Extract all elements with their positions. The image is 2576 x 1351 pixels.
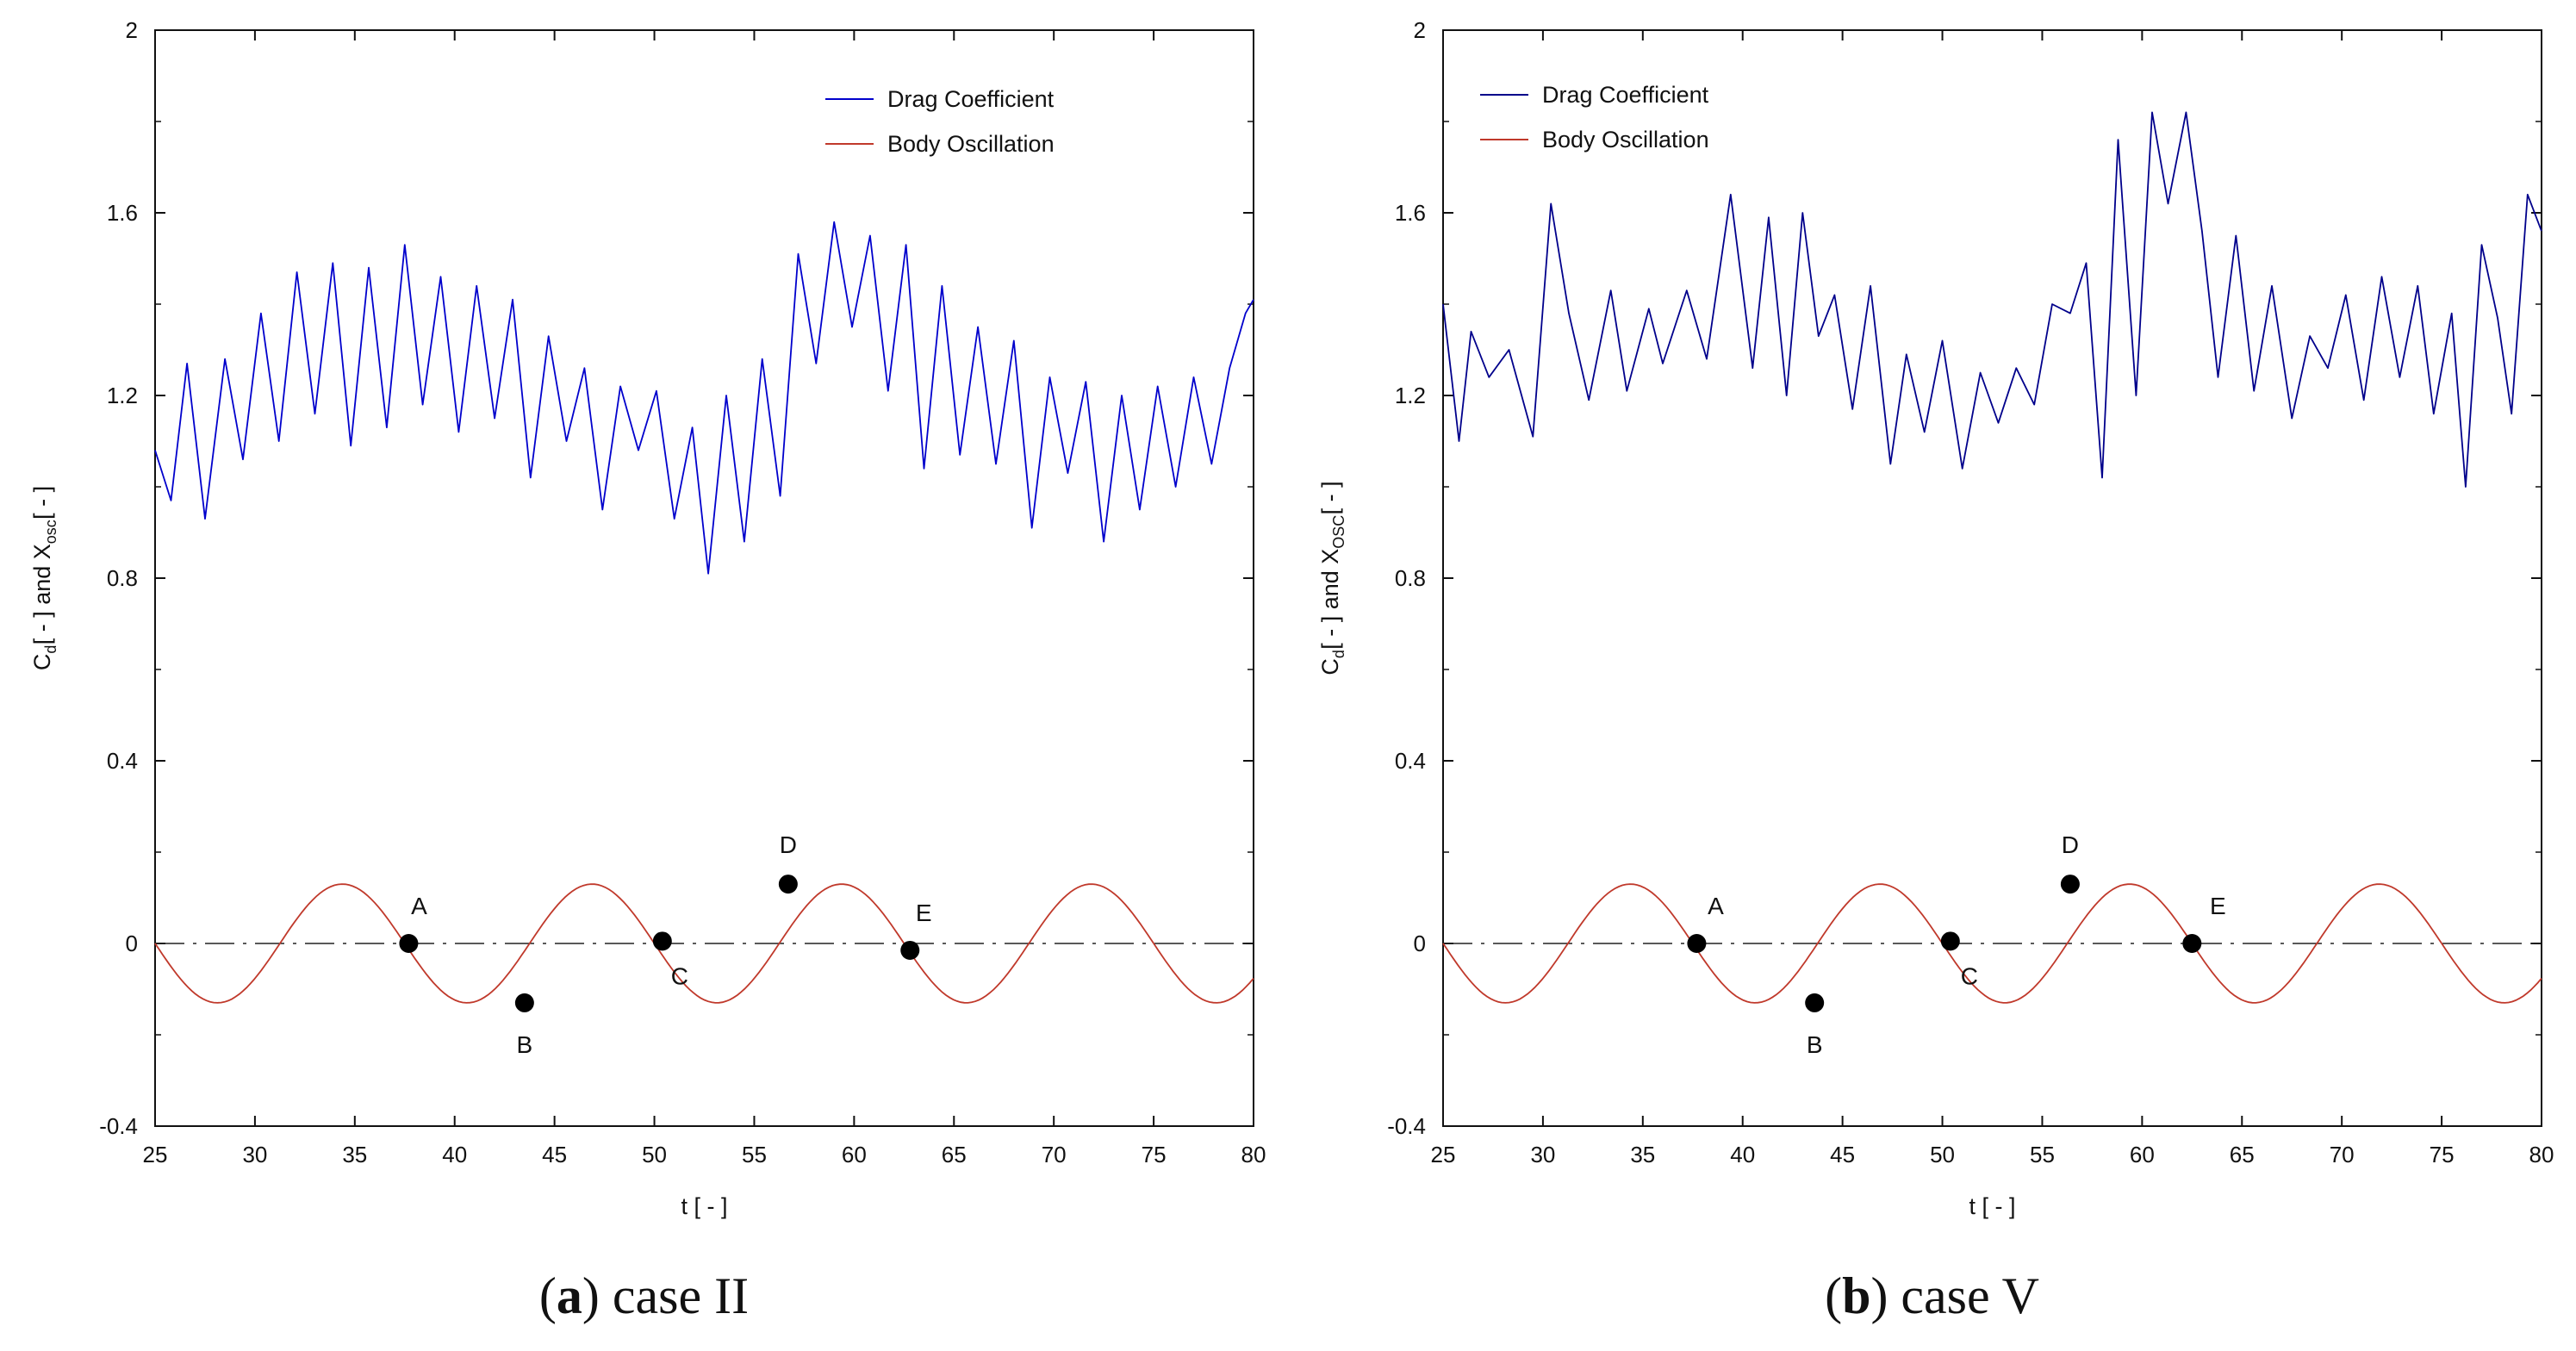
x-tick-label: 80	[1241, 1142, 1266, 1167]
point-label-d: D	[780, 831, 797, 858]
point-label-c: C	[671, 962, 688, 989]
point-c	[652, 931, 672, 951]
point-label-a: A	[1708, 893, 1724, 919]
plot-frame	[154, 29, 1254, 1127]
y-tick-label: -0.4	[1387, 1113, 1426, 1139]
y-axis-label-part: [ - ] and X	[1317, 549, 1343, 650]
y-tick-label: -0.4	[99, 1113, 138, 1139]
point-label-a: A	[411, 893, 427, 919]
x-tick-label: 40	[1730, 1142, 1755, 1167]
chart-panel-b: 25 30 35 40 45 50 55 60 65 70 75 80 -0.4 0 0.4 0.8 1.2 1.…	[1288, 0, 2576, 1351]
y-axis-label-part: C	[1317, 658, 1343, 676]
caption-a-text: case II	[612, 1267, 750, 1324]
y-axis-label-part: [ - ] and X	[29, 544, 55, 644]
y-tick-label: 1.2	[1395, 383, 1426, 408]
drag-coefficient-line	[1442, 111, 2542, 488]
x-tick-label: 50	[1930, 1142, 1955, 1167]
caption-a: (a) case II	[538, 1267, 750, 1324]
body-oscillation-line	[154, 883, 1254, 1004]
x-tick-label: 75	[1142, 1142, 1167, 1167]
point-a	[399, 934, 419, 953]
caption-b-text: case V	[1901, 1267, 2039, 1324]
legend-label: Body Oscillation	[1542, 127, 1709, 153]
caption-b-id: b	[1842, 1267, 1871, 1324]
x-tick-label: 30	[1530, 1142, 1555, 1167]
x-tick-label: 80	[2529, 1142, 2554, 1167]
plot-frame	[1442, 29, 2542, 1127]
x-tick-label: 45	[1830, 1142, 1855, 1167]
y-axis-label-part: C	[29, 654, 55, 671]
y-axis-label-sub: d	[1330, 650, 1347, 658]
legend-label: Drag Coefficient	[887, 86, 1055, 112]
point-label-b: B	[517, 1031, 533, 1058]
y-axis-label-sub: OSC	[1330, 515, 1347, 549]
y-axis-label-sub: d	[42, 645, 59, 654]
x-tick-label: 60	[2130, 1142, 2155, 1167]
x-tick-label: 25	[143, 1142, 168, 1167]
x-axis-label: t [ - ]	[1969, 1193, 2016, 1219]
x-tick-label: 65	[942, 1142, 967, 1167]
x-tick-label: 55	[2030, 1142, 2055, 1167]
point-label-d: D	[2062, 831, 2079, 858]
x-tick-label: 70	[2330, 1142, 2355, 1167]
point-b	[1805, 993, 1825, 1012]
x-tick-label: 50	[642, 1142, 667, 1167]
y-tick-label: 2	[1414, 17, 1426, 43]
chart-a: 25 30 35 40 45 50 55 60 65 70 75 80 -0.4 0 0.4 0.8 1.2 1.…	[29, 17, 1266, 1219]
caption-b: (b) case V	[1825, 1267, 2039, 1324]
point-d	[2060, 875, 2080, 894]
x-tick-label: 60	[842, 1142, 867, 1167]
drag-coefficient-line	[154, 221, 1254, 575]
x-tick-label: 55	[742, 1142, 767, 1167]
x-tick-label: 35	[1630, 1142, 1655, 1167]
point-label-e: E	[916, 900, 932, 926]
body-oscillation-line	[1442, 883, 2542, 1004]
point-c	[1940, 931, 1960, 951]
y-tick-label: 0.8	[1395, 565, 1426, 591]
x-axis-label: t [ - ]	[681, 1193, 728, 1219]
x-tick-label: 75	[2430, 1142, 2455, 1167]
y-tick-label: 0.4	[107, 748, 138, 774]
point-a	[1687, 934, 1707, 953]
legend-label: Drag Coefficient	[1542, 82, 1709, 108]
legend-label: Body Oscillation	[887, 131, 1055, 157]
caption-a-id: a	[556, 1267, 582, 1324]
chart-panel-a: 25 30 35 40 45 50 55 60 65 70 75 80 -0.4 0 0.4 0.8 1.2 1.…	[29, 17, 1266, 1324]
x-tick-label: 35	[342, 1142, 367, 1167]
y-tick-label: 0.8	[107, 565, 138, 591]
x-tick-label: 40	[442, 1142, 467, 1167]
y-axis-label: Cd [ - ] and Xosc [ - ]	[29, 486, 59, 670]
x-tick-label: 45	[542, 1142, 567, 1167]
x-tick-label: 65	[2230, 1142, 2255, 1167]
chart-b: 25 30 35 40 45 50 55 60 65 70 75 80 -0.4 0 0.4 0.8 1.2 1.…	[1317, 17, 2554, 1219]
y-axis-label-part: [ - ]	[1317, 481, 1343, 514]
point-b	[514, 993, 534, 1012]
point-label-e: E	[2210, 893, 2226, 919]
y-tick-label: 0	[1414, 931, 1426, 956]
y-axis-label-sub: osc	[42, 520, 59, 544]
y-tick-label: 1.2	[107, 383, 138, 408]
y-axis-label-part: [ - ]	[29, 486, 55, 520]
y-tick-label: 1.6	[107, 200, 138, 226]
y-axis-label: Cd [ - ] and XOSC [ - ]	[1317, 481, 1347, 675]
x-tick-label: 70	[1042, 1142, 1067, 1167]
point-d	[778, 875, 798, 894]
y-tick-label: 1.6	[1395, 200, 1426, 226]
x-tick-label: 30	[242, 1142, 267, 1167]
x-tick-label: 25	[1431, 1142, 1456, 1167]
y-tick-label: 2	[126, 17, 138, 43]
point-label-b: B	[1807, 1031, 1823, 1058]
y-tick-label: 0.4	[1395, 748, 1426, 774]
y-tick-label: 0	[126, 931, 138, 956]
point-label-c: C	[1961, 962, 1978, 989]
point-e	[900, 940, 920, 960]
point-e	[2182, 934, 2202, 953]
